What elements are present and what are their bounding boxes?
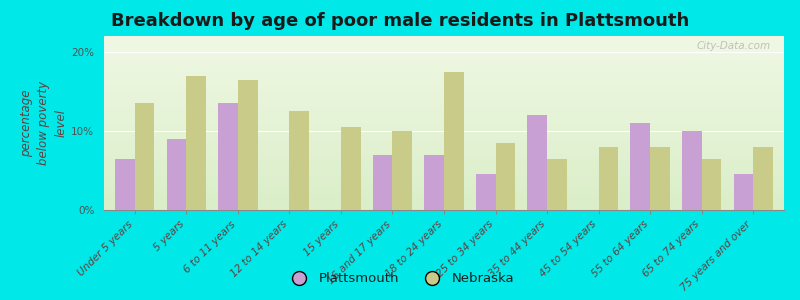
Bar bbox=[682, 131, 702, 210]
Bar bbox=[444, 72, 463, 210]
Bar bbox=[598, 147, 618, 210]
Bar bbox=[650, 147, 670, 210]
Bar bbox=[495, 143, 515, 210]
Bar bbox=[527, 115, 547, 210]
Bar bbox=[630, 123, 650, 210]
Bar bbox=[341, 127, 361, 210]
Bar bbox=[547, 159, 566, 210]
Bar bbox=[425, 154, 444, 210]
Text: City-Data.com: City-Data.com bbox=[696, 41, 770, 51]
Bar bbox=[186, 76, 206, 210]
Text: Breakdown by age of poor male residents in Plattsmouth: Breakdown by age of poor male residents … bbox=[111, 12, 689, 30]
Bar bbox=[167, 139, 186, 210]
Bar bbox=[218, 103, 238, 210]
Bar bbox=[135, 103, 154, 210]
Bar bbox=[753, 147, 773, 210]
Bar bbox=[702, 159, 721, 210]
Bar bbox=[476, 174, 495, 210]
Y-axis label: percentage
below poverty
level: percentage below poverty level bbox=[20, 81, 67, 165]
Bar bbox=[734, 174, 753, 210]
Bar bbox=[290, 111, 309, 210]
Bar bbox=[115, 159, 135, 210]
Bar bbox=[238, 80, 258, 210]
Legend: Plattsmouth, Nebraska: Plattsmouth, Nebraska bbox=[280, 267, 520, 290]
Bar bbox=[373, 154, 393, 210]
Bar bbox=[393, 131, 412, 210]
